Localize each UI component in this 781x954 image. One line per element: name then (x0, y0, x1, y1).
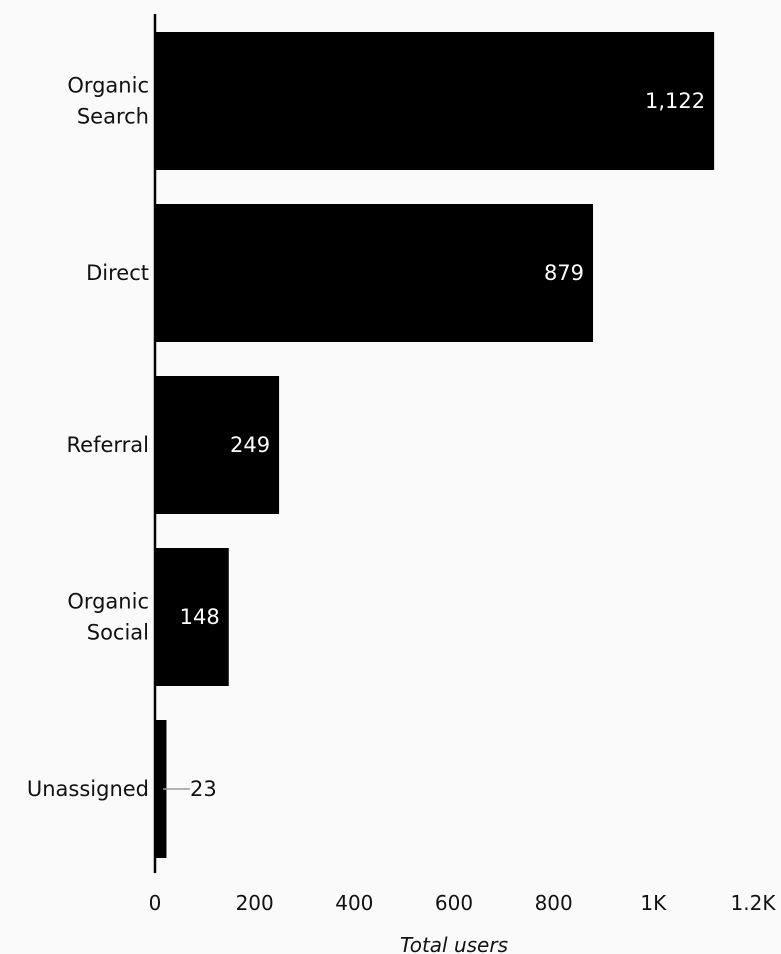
bars-group (155, 32, 715, 858)
category-label-line: Referral (67, 433, 149, 457)
category-label: Organic Social (67, 590, 149, 645)
data-label: 879 (544, 261, 584, 285)
x-tick-label: 1K (640, 891, 667, 915)
x-tick-label: 200 (236, 891, 274, 915)
category-labels: Organic Search Direct Referral Organic Social… (27, 74, 149, 802)
data-label: 1,122 (645, 89, 705, 113)
bar (155, 204, 594, 342)
x-tick-label: 400 (335, 891, 373, 915)
x-tick-label: 600 (435, 891, 473, 915)
category-label-line: Unassigned (27, 777, 149, 801)
data-label: 249 (230, 433, 270, 457)
bar (155, 376, 280, 514)
category-label: Unassigned (27, 777, 149, 801)
x-tick-label: 800 (535, 891, 573, 915)
category-label-line: Direct (86, 261, 149, 285)
bar (155, 548, 229, 686)
category-label-line: Organic (67, 74, 149, 98)
category-label: Referral (67, 433, 149, 457)
data-label: 23 (190, 777, 217, 801)
value-labels: 1,122 879 249 148 23 (163, 89, 705, 801)
x-axis-title: Total users (400, 933, 508, 954)
category-label-line: Social (87, 621, 149, 645)
category-label-line: Organic (67, 590, 149, 614)
x-tick-label: 1.2K (731, 891, 777, 915)
category-label: Organic Search (67, 74, 149, 129)
category-label-line: Search (77, 105, 149, 129)
x-axis-tick-labels: 0 200 400 600 800 1K 1.2K (149, 891, 777, 915)
category-label: Direct (86, 261, 149, 285)
x-tick-label: 0 (149, 891, 162, 915)
data-label: 148 (180, 605, 220, 629)
bar (155, 32, 715, 170)
bar (155, 720, 167, 858)
